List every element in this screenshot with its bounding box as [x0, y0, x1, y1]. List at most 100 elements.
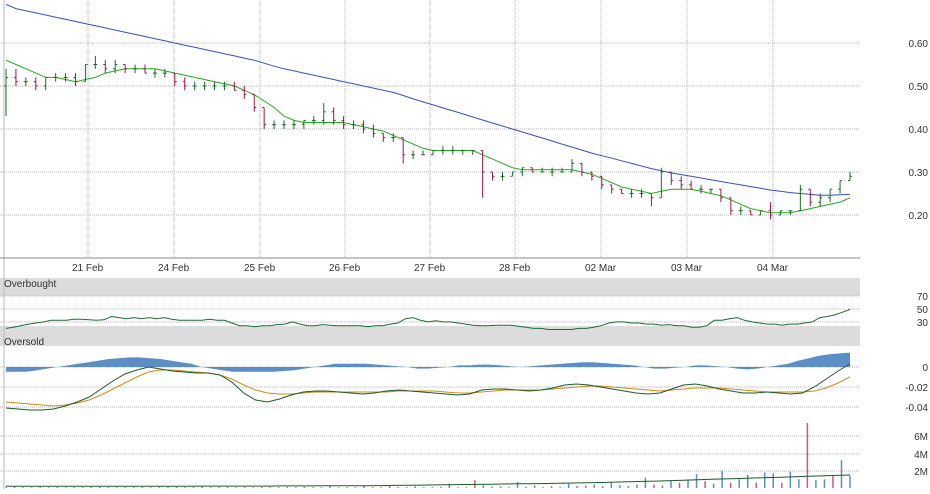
price-bar-49: [490, 171, 495, 181]
price-bar-79: [788, 210, 793, 215]
price-bar-11: [113, 60, 118, 74]
price-bar-75: [748, 210, 753, 216]
slow-moving-average: [5, 3, 851, 196]
overbought-label: Overbought: [4, 279, 56, 290]
price-bar-8: [83, 64, 88, 83]
price-bar-51: [510, 171, 515, 177]
price-bar-57: [569, 159, 574, 173]
price-bar-38: [381, 132, 386, 142]
volume-ma-line: [6, 474, 851, 487]
rsi-tick-0: 70: [917, 292, 929, 303]
price-bar-14: [143, 64, 148, 74]
price-bar-33: [331, 107, 336, 125]
price-bar-74: [738, 206, 743, 215]
price-bar-76: [758, 210, 763, 216]
price-bar-85: [848, 172, 852, 182]
price-bar-15: [152, 68, 157, 78]
price-bar-59: [589, 171, 594, 181]
price-bar-0: [4, 68, 8, 117]
price-bar-31: [311, 116, 316, 125]
price-bar-29: [291, 120, 296, 129]
price-bar-52: [520, 167, 525, 177]
oversold-label: Oversold: [4, 337, 44, 348]
price-bar-83: [828, 188, 833, 203]
price-bar-35: [351, 120, 356, 129]
price-bar-41: [411, 150, 416, 160]
overbought-band: [0, 278, 860, 296]
price-tick-1: 0.50: [909, 82, 929, 93]
price-bar-65: [649, 193, 654, 207]
price-bar-72: [718, 188, 723, 203]
price-bar-61: [609, 184, 614, 194]
price-bar-55: [550, 167, 555, 177]
price-bar-23: [232, 81, 237, 91]
price-bar-46: [460, 150, 465, 155]
price-bar-37: [371, 124, 376, 138]
volume-bars: [5, 423, 851, 488]
price-bar-5: [53, 73, 58, 82]
price-candles: [4, 55, 852, 220]
price-bar-12: [123, 64, 128, 74]
volume-tick-0: 6M: [914, 432, 928, 443]
price-bar-10: [103, 60, 108, 74]
price-bar-64: [639, 189, 644, 198]
date-label-4: 27 Feb: [414, 263, 446, 274]
rsi-tick-1: 50: [917, 305, 929, 316]
price-bar-2: [23, 77, 28, 86]
price-bar-67: [669, 171, 674, 185]
price-bar-62: [619, 188, 624, 194]
price-bar-77: [768, 202, 773, 220]
price-bar-22: [222, 81, 227, 91]
price-bar-19: [192, 81, 197, 91]
price-bar-21: [212, 81, 217, 91]
price-bar-18: [182, 77, 187, 91]
date-label-5: 28 Feb: [499, 263, 531, 274]
date-label-3: 26 Feb: [329, 263, 361, 274]
price-bar-69: [689, 180, 694, 190]
date-label-7: 03 Mar: [671, 263, 703, 274]
price-bar-34: [341, 116, 346, 129]
price-bar-80: [798, 184, 803, 212]
date-label-1: 24 Feb: [158, 263, 190, 274]
price-bar-43: [430, 150, 435, 156]
price-bar-36: [361, 120, 366, 134]
price-bar-56: [560, 167, 565, 173]
date-label-8: 04 Mar: [757, 263, 789, 274]
price-tick-4: 0.20: [909, 211, 929, 222]
oversold-band: [0, 326, 860, 346]
price-bar-39: [391, 133, 396, 142]
ma-slow-line: [5, 3, 851, 196]
price-bar-82: [818, 193, 823, 207]
price-bar-60: [599, 175, 604, 190]
rsi-bands: [0, 278, 860, 346]
price-bar-50: [500, 172, 505, 181]
rsi-line: [5, 309, 851, 330]
price-tick-2: 0.40: [909, 125, 929, 136]
price-bar-40: [401, 137, 406, 164]
price-bar-54: [540, 167, 545, 173]
price-bar-42: [421, 150, 426, 156]
price-bar-63: [629, 189, 634, 198]
fast-moving-average: [5, 59, 851, 214]
price-bar-81: [808, 188, 813, 207]
macd-tick-0: 0: [922, 363, 928, 374]
ma-fast-line: [5, 59, 851, 214]
price-bar-1: [13, 68, 18, 86]
price-bar-73: [728, 197, 733, 215]
price-bar-84: [838, 180, 843, 194]
date-label-2: 25 Feb: [244, 263, 276, 274]
price-bar-16: [162, 68, 167, 78]
price-bar-58: [579, 162, 584, 177]
price-bar-7: [73, 73, 78, 86]
date-label-6: 02 Mar: [585, 263, 617, 274]
macd-tick-1: -0.02: [905, 383, 928, 394]
price-bar-25: [252, 94, 257, 112]
volume-tick-1: 4M: [914, 450, 928, 461]
date-label-0: 21 Feb: [72, 263, 104, 274]
price-bar-26: [262, 107, 267, 129]
price-bar-4: [43, 76, 48, 91]
rsi-tick-2: 30: [917, 318, 929, 329]
price-bar-45: [450, 146, 455, 155]
